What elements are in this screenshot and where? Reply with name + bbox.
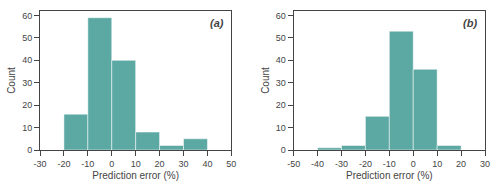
- svg-text:10: 10: [276, 123, 286, 133]
- svg-text:-30: -30: [335, 159, 348, 169]
- svg-text:30: 30: [22, 78, 32, 88]
- svg-text:50: 50: [276, 33, 286, 43]
- svg-text:Prediction error (%): Prediction error (%): [346, 170, 433, 181]
- svg-text:50: 50: [22, 33, 32, 43]
- svg-text:30: 30: [276, 78, 286, 88]
- svg-text:-50: -50: [287, 159, 300, 169]
- svg-text:40: 40: [276, 55, 286, 65]
- svg-text:10: 10: [432, 159, 442, 169]
- svg-text:10: 10: [22, 123, 32, 133]
- svg-text:30: 30: [480, 159, 490, 169]
- svg-text:20: 20: [276, 100, 286, 110]
- svg-text:Count: Count: [260, 67, 271, 94]
- svg-text:60: 60: [22, 11, 32, 21]
- svg-text:0: 0: [109, 159, 114, 169]
- svg-text:30: 30: [179, 159, 189, 169]
- svg-text:20: 20: [22, 100, 32, 110]
- svg-text:-20: -20: [359, 159, 372, 169]
- svg-text:Prediction error (%): Prediction error (%): [92, 170, 179, 181]
- svg-text:60: 60: [276, 11, 286, 21]
- svg-text:10: 10: [131, 159, 141, 169]
- svg-text:0: 0: [281, 145, 286, 155]
- svg-text:20: 20: [155, 159, 165, 169]
- svg-text:-10: -10: [383, 159, 396, 169]
- svg-text:50: 50: [226, 159, 236, 169]
- svg-text:-20: -20: [57, 159, 70, 169]
- svg-text:(a): (a): [210, 17, 224, 29]
- svg-text:-40: -40: [311, 159, 324, 169]
- svg-text:40: 40: [22, 55, 32, 65]
- svg-text:(b): (b): [463, 17, 477, 29]
- svg-text:0: 0: [411, 159, 416, 169]
- svg-text:-30: -30: [33, 159, 46, 169]
- svg-text:40: 40: [202, 159, 212, 169]
- svg-text:Count: Count: [6, 67, 17, 94]
- svg-text:-10: -10: [81, 159, 94, 169]
- svg-text:20: 20: [456, 159, 466, 169]
- svg-text:0: 0: [27, 145, 32, 155]
